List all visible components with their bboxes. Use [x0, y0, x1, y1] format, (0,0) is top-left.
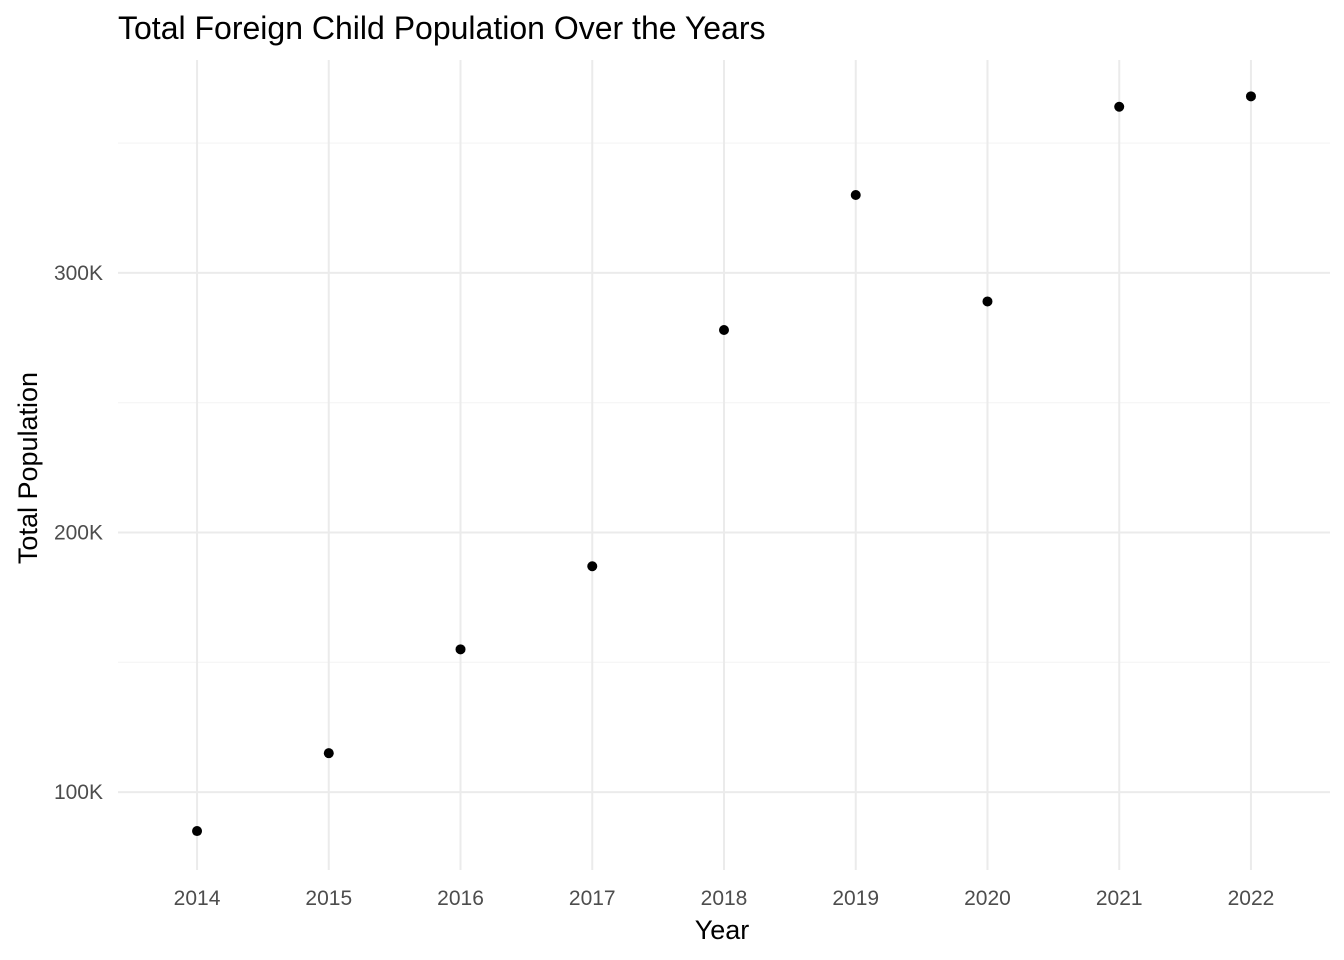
chart-title: Total Foreign Child Population Over the … [118, 10, 766, 46]
x-tick-label: 2022 [1228, 887, 1275, 910]
y-tick-label: 200K [54, 522, 103, 545]
y-tick-label: 300K [54, 262, 103, 285]
x-tick-label: 2020 [964, 887, 1011, 910]
data-point [1114, 101, 1125, 112]
data-point [850, 190, 861, 200]
data-point [192, 826, 203, 837]
data-point [982, 296, 993, 307]
y-axis-tick-labels: 100K 200K 300K [54, 262, 103, 804]
x-axis-title: Year [695, 915, 750, 945]
x-tick-label: 2019 [832, 887, 879, 910]
data-point [719, 325, 729, 335]
x-tick-label: 2015 [305, 887, 352, 910]
data-points [192, 91, 1256, 837]
major-gridlines [118, 60, 1330, 870]
y-tick-label: 100K [54, 781, 103, 804]
data-point [587, 561, 598, 572]
x-tick-label: 2016 [437, 887, 484, 910]
data-point [455, 644, 466, 655]
data-point [1245, 91, 1256, 102]
x-axis-tick-labels: 2014 2015 2016 2017 2018 2019 2020 2021 2022 [174, 887, 1275, 910]
data-point [323, 748, 334, 759]
x-tick-label: 2014 [174, 887, 221, 910]
x-tick-label: 2018 [701, 887, 748, 910]
x-tick-label: 2021 [1096, 887, 1143, 910]
x-tick-label: 2017 [569, 887, 616, 910]
y-axis-title: Total Population [13, 372, 43, 564]
